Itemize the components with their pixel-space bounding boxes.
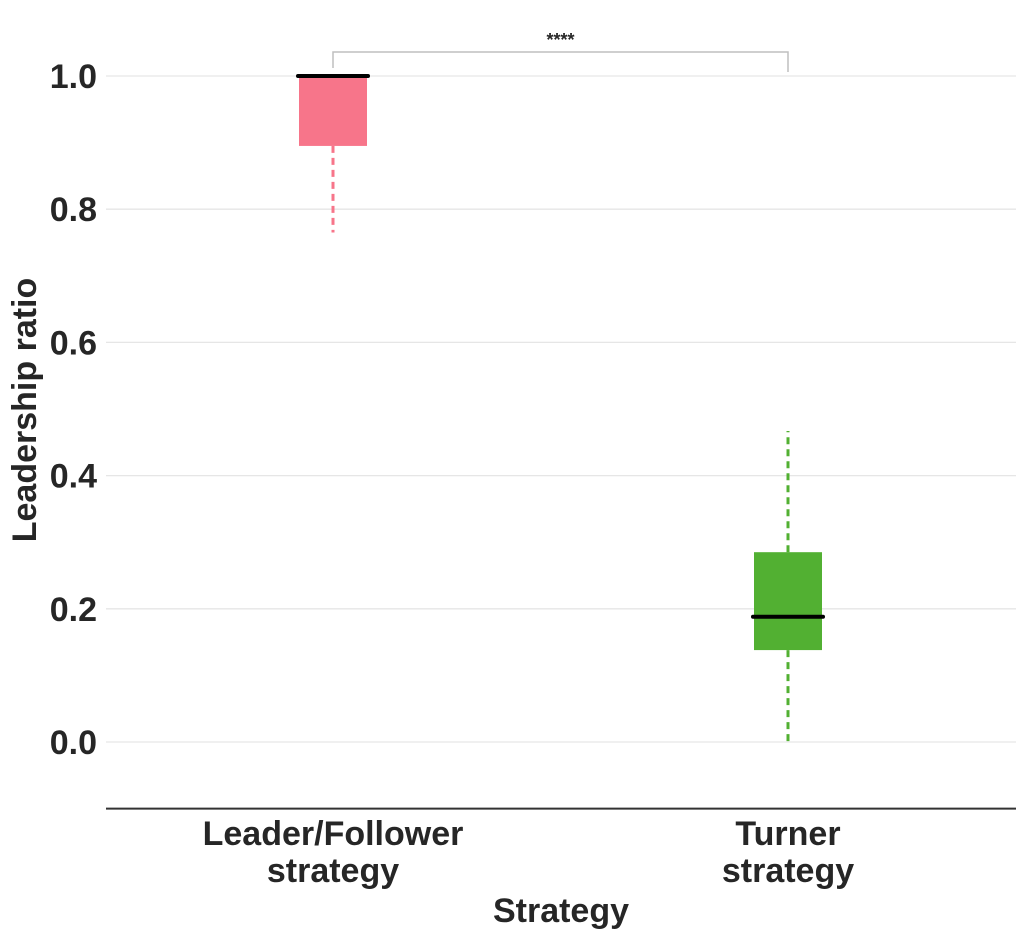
x-axis-title: Strategy: [493, 892, 629, 930]
y-tick-label: 0.8: [50, 191, 97, 229]
y-tick-label: 1.0: [50, 58, 97, 96]
y-tick-label: 0.2: [50, 591, 97, 629]
significance-annotations: ****: [332, 30, 789, 72]
significance-label: ****: [546, 30, 574, 50]
box-body: [299, 76, 367, 146]
y-axis-title: Leadership ratio: [6, 278, 44, 543]
boxes: [296, 74, 825, 742]
box-body: [754, 552, 822, 651]
x-tick-label: strategy: [267, 852, 399, 890]
y-tick-label: 0.4: [50, 458, 97, 496]
y-tick-labels: 0.0 0.2 0.4 0.6 0.8 1.0: [50, 58, 97, 762]
grid-lines: [106, 75, 1016, 743]
y-tick-label: 0.0: [50, 724, 97, 762]
x-tick-label: strategy: [722, 852, 854, 890]
significance-bracket: [332, 51, 789, 72]
x-tick-label: Leader/Follower: [203, 815, 464, 853]
x-tick-label: Turner: [735, 815, 840, 853]
y-tick-label: 0.6: [50, 324, 97, 362]
